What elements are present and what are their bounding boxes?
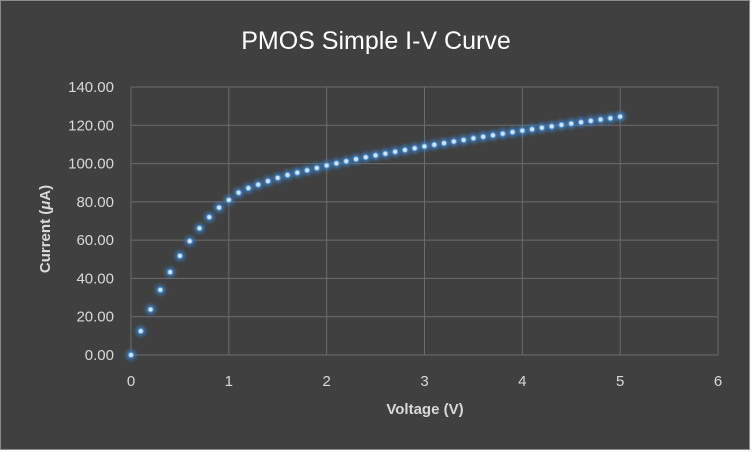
data-point bbox=[194, 223, 205, 234]
data-point bbox=[556, 119, 567, 131]
data-point bbox=[331, 158, 342, 169]
data-point bbox=[526, 124, 538, 135]
data-point bbox=[321, 160, 332, 171]
x-tick-label: 0 bbox=[127, 373, 135, 390]
data-point bbox=[360, 152, 371, 163]
x-tick-label: 2 bbox=[322, 373, 330, 390]
data-point bbox=[487, 130, 499, 141]
data-point bbox=[399, 144, 411, 156]
y-tick-label: 20.00 bbox=[76, 309, 114, 326]
data-point bbox=[497, 128, 508, 139]
x-tick-label: 3 bbox=[420, 373, 428, 390]
x-tick-label: 5 bbox=[616, 373, 624, 390]
data-point bbox=[252, 179, 264, 190]
data-point bbox=[341, 156, 352, 167]
data-point bbox=[605, 113, 616, 124]
data-point bbox=[478, 131, 489, 142]
data-point bbox=[311, 162, 323, 174]
data-point bbox=[213, 202, 225, 213]
data-point bbox=[370, 150, 381, 161]
x-axis-label: Voltage (V) bbox=[386, 401, 464, 418]
y-tick-label: 140.00 bbox=[68, 79, 114, 96]
data-point bbox=[595, 114, 606, 125]
y-axis-label: Current (μA) bbox=[37, 185, 55, 273]
data-point bbox=[145, 304, 156, 315]
data-point bbox=[585, 115, 597, 127]
x-tick-label: 4 bbox=[518, 373, 526, 390]
data-point bbox=[262, 175, 274, 187]
y-tick-label: 0.00 bbox=[85, 347, 114, 364]
data-point bbox=[448, 136, 460, 147]
data-point bbox=[164, 266, 176, 278]
x-tick-label: 6 bbox=[714, 373, 722, 390]
data-point bbox=[438, 137, 450, 149]
data-point bbox=[468, 133, 479, 144]
data-point bbox=[536, 122, 548, 133]
y-axis-label-suffix: A) bbox=[37, 184, 54, 201]
y-tick-label: 120.00 bbox=[68, 117, 114, 134]
data-point bbox=[614, 111, 626, 122]
data-point bbox=[233, 187, 244, 198]
data-point bbox=[125, 349, 137, 361]
data-point bbox=[380, 148, 391, 159]
data-point bbox=[575, 117, 587, 128]
data-point bbox=[507, 126, 518, 138]
data-point bbox=[155, 284, 166, 296]
data-point bbox=[389, 146, 401, 157]
y-tick-label: 40.00 bbox=[76, 270, 114, 287]
x-tick-label: 1 bbox=[225, 373, 233, 390]
data-point bbox=[301, 165, 313, 176]
y-axis-label-mu: μ bbox=[37, 200, 54, 210]
data-point bbox=[409, 143, 420, 154]
tick-labels: 0.00 20.00 40.00 60.00 80.00 100.00 120.00 140.… bbox=[68, 79, 722, 390]
data-point bbox=[458, 134, 469, 146]
data-point bbox=[282, 169, 293, 181]
data-point bbox=[292, 167, 303, 178]
data-point bbox=[223, 194, 235, 206]
y-axis-label-prefix: Current ( bbox=[37, 209, 54, 274]
data-points bbox=[125, 111, 626, 361]
data-point bbox=[204, 211, 215, 223]
data-point bbox=[429, 139, 440, 151]
data-point bbox=[135, 325, 146, 337]
data-point bbox=[272, 172, 283, 184]
data-point bbox=[184, 235, 195, 247]
y-tick-label: 60.00 bbox=[76, 232, 114, 249]
data-point bbox=[243, 182, 254, 194]
data-point bbox=[517, 125, 528, 136]
data-point bbox=[546, 121, 557, 132]
chart-title: PMOS Simple I-V Curve bbox=[241, 27, 511, 55]
y-tick-label: 100.00 bbox=[68, 156, 114, 173]
data-point bbox=[350, 153, 362, 165]
data-point bbox=[174, 250, 186, 262]
grid bbox=[130, 86, 719, 356]
y-tick-label: 80.00 bbox=[76, 194, 114, 211]
data-point bbox=[566, 118, 577, 129]
data-point bbox=[419, 141, 430, 152]
